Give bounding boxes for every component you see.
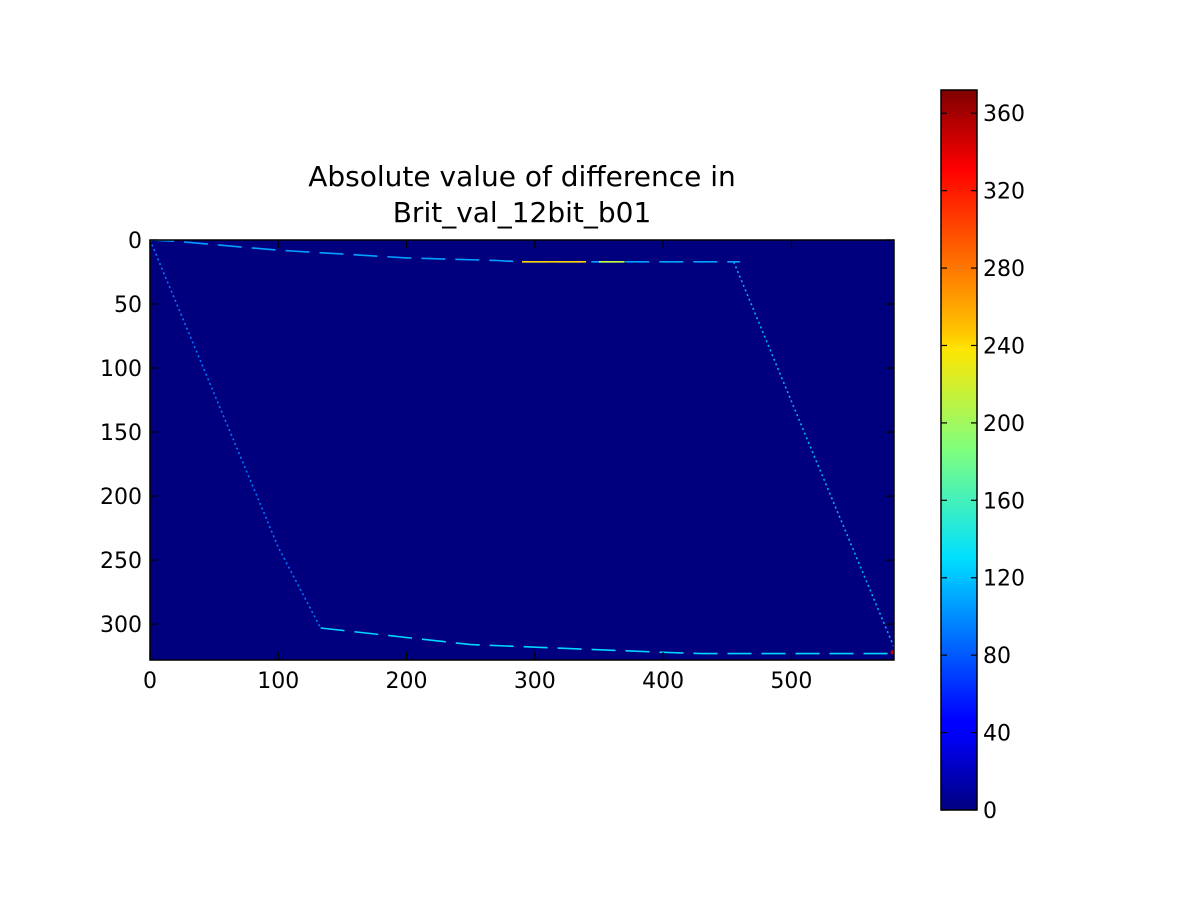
x-tick-label-1: 100	[257, 669, 299, 694]
colorbar-tick-label-9: 360	[983, 102, 1025, 127]
y-tick-label-1: 50	[114, 293, 142, 318]
title-line-1: Absolute value of difference in	[308, 160, 736, 193]
x-axis-tick-labels: 0 100 200 300 400 500	[143, 669, 812, 694]
chart-title: Absolute value of difference in Brit_val…	[308, 160, 736, 229]
colorbar-tick-label-1: 40	[983, 722, 1011, 747]
plot-area	[150, 240, 894, 660]
plot-frame	[149, 239, 895, 661]
colorbar-tick-label-5: 200	[983, 412, 1025, 437]
title-line-2: Brit_val_12bit_b01	[393, 196, 652, 229]
y-tick-label-6: 300	[100, 613, 142, 638]
y-tick-label-4: 200	[100, 485, 142, 510]
feature-line-3	[150, 240, 322, 629]
x-tick-label-4: 400	[642, 669, 684, 694]
x-tick-label-0: 0	[143, 669, 157, 694]
colorbar-tick-label-4: 160	[983, 489, 1025, 514]
colorbar	[940, 89, 978, 811]
y-tick-label-3: 150	[100, 421, 142, 446]
x-tick-label-3: 300	[514, 669, 556, 694]
x-tick-label-5: 500	[770, 669, 812, 694]
y-axis-tick-labels: 0 50 100 150 200 250 300	[100, 229, 142, 638]
feature-point-6-0	[890, 650, 894, 655]
colorbar-tick-label-6: 240	[983, 334, 1025, 359]
x-tick-label-2: 200	[386, 669, 428, 694]
y-tick-label-0: 0	[128, 229, 142, 254]
colorbar-tick-marks	[941, 112, 977, 811]
feature-line-5	[732, 261, 894, 648]
colorbar-tick-label-0: 0	[983, 799, 997, 824]
y-tick-label-5: 250	[100, 549, 142, 574]
feature-line-0	[150, 240, 741, 263]
colorbar-tick-labels: 0 40 80 120 160 200 240 280 320 360	[983, 102, 1025, 824]
y-tick-label-2: 100	[100, 357, 142, 382]
colorbar-tick-label-8: 320	[983, 180, 1025, 205]
colorbar-tick-label-3: 120	[983, 567, 1025, 592]
colorbar-tick-label-2: 80	[983, 644, 1011, 669]
colorbar-tick-label-7: 280	[983, 257, 1025, 282]
